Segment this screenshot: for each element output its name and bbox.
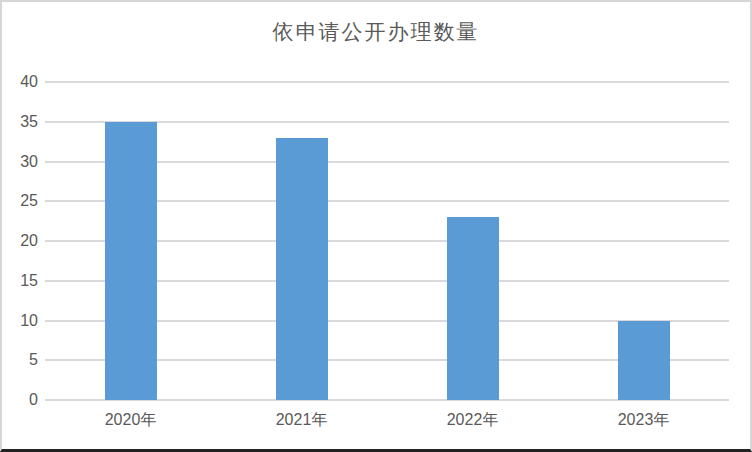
y-tick-label: 15	[2, 272, 38, 290]
x-tick-label: 2022年	[403, 410, 543, 431]
y-tick-label: 10	[2, 312, 38, 330]
chart-frame: 依申请公开办理数量 0 5 10 15 20 25 30 35 40 2020年 2021年 202…	[0, 0, 752, 452]
gridline	[45, 81, 729, 83]
x-tick-label: 2021年	[232, 410, 372, 431]
y-tick-label: 20	[2, 232, 38, 250]
x-tick-label: 2023年	[574, 410, 714, 431]
x-tick-label: 2020年	[61, 410, 201, 431]
bar-2020年	[105, 122, 157, 400]
y-tick-label: 35	[2, 113, 38, 131]
bar-2021年	[276, 138, 328, 400]
chart-title: 依申请公开办理数量	[2, 18, 750, 46]
y-tick-label: 40	[2, 73, 38, 91]
plot-area	[45, 82, 729, 400]
y-tick-label: 25	[2, 192, 38, 210]
y-tick-label: 5	[2, 351, 38, 369]
bar-2022年	[447, 217, 499, 400]
y-tick-label: 30	[2, 153, 38, 171]
bar-2023年	[618, 321, 670, 401]
y-tick-label: 0	[2, 391, 38, 409]
